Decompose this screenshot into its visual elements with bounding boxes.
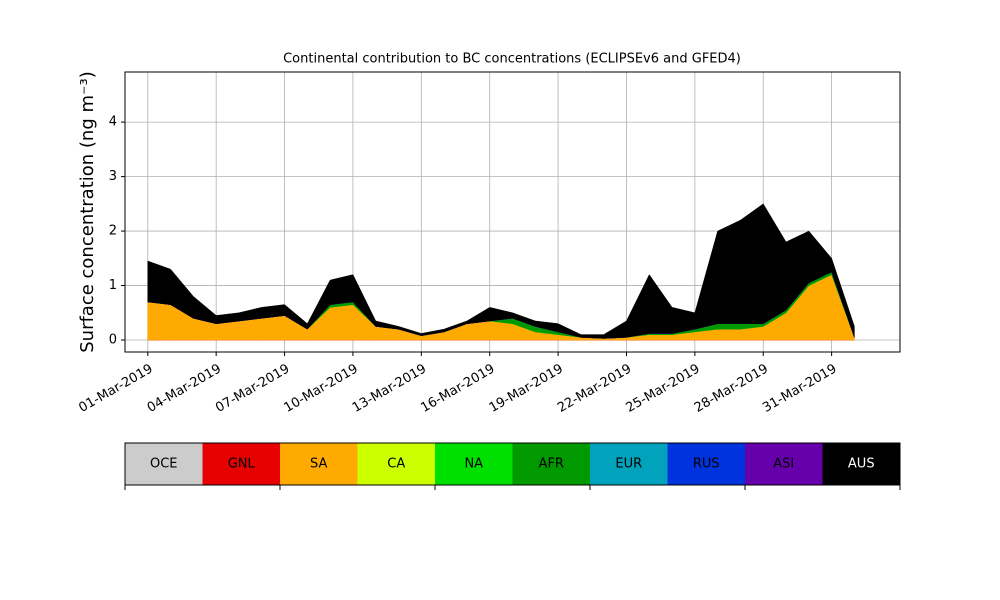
y-tick-label: 1: [109, 278, 117, 293]
chart-title: Continental contribution to BC concentra…: [283, 52, 741, 67]
y-tick-label: 0: [109, 333, 117, 348]
plot-frame: [124, 71, 901, 353]
x-tick-label: 13-Mar-2019: [350, 362, 429, 416]
x-tick-label: 28-Mar-2019: [692, 362, 771, 416]
legend-label: AUS: [848, 457, 875, 472]
legend-label: AFR: [539, 457, 564, 472]
y-tick-label: 4: [109, 115, 117, 130]
y-tick-label: 2: [109, 224, 117, 239]
area: [147, 203, 855, 339]
legend-label: OCE: [150, 457, 178, 472]
x-tick-label: 25-Mar-2019: [623, 362, 702, 416]
x-tick-label: 22-Mar-2019: [555, 362, 634, 416]
legend-swatch: [590, 443, 668, 485]
colorbar-frame: [124, 442, 901, 486]
legend-swatch: [125, 443, 203, 485]
y-tick-label: 3: [109, 169, 117, 184]
legend-label: SA: [310, 457, 327, 472]
legend-label: EUR: [615, 457, 642, 472]
legend-swatch: [280, 443, 358, 485]
x-tick-label: 07-Mar-2019: [213, 362, 292, 416]
legend-swatch: [667, 443, 745, 485]
legend-label: RUS: [693, 457, 720, 472]
x-tick-label: 19-Mar-2019: [487, 362, 566, 416]
legend-swatch: [745, 443, 823, 485]
legend-label: GNL: [228, 457, 256, 472]
y-axis-label: Surface concentration (ng m⁻³): [77, 71, 98, 353]
x-tick-label: 04-Mar-2019: [145, 362, 224, 416]
x-tick-label: 16-Mar-2019: [418, 362, 497, 416]
legend-swatch: [357, 443, 435, 485]
x-tick-label: 01-Mar-2019: [76, 362, 155, 416]
x-tick-label: 10-Mar-2019: [282, 362, 361, 416]
legend-label: ASI: [773, 457, 794, 472]
legend-swatch: [512, 443, 590, 485]
x-tick-label: 31-Mar-2019: [760, 362, 839, 416]
legend-swatch: [202, 443, 280, 485]
legend-swatch: [822, 443, 900, 485]
colorbar-ticks: [124, 485, 901, 490]
legend-label: NA: [464, 457, 483, 472]
legend-swatch: [435, 443, 513, 485]
legend-label: CA: [387, 457, 405, 472]
